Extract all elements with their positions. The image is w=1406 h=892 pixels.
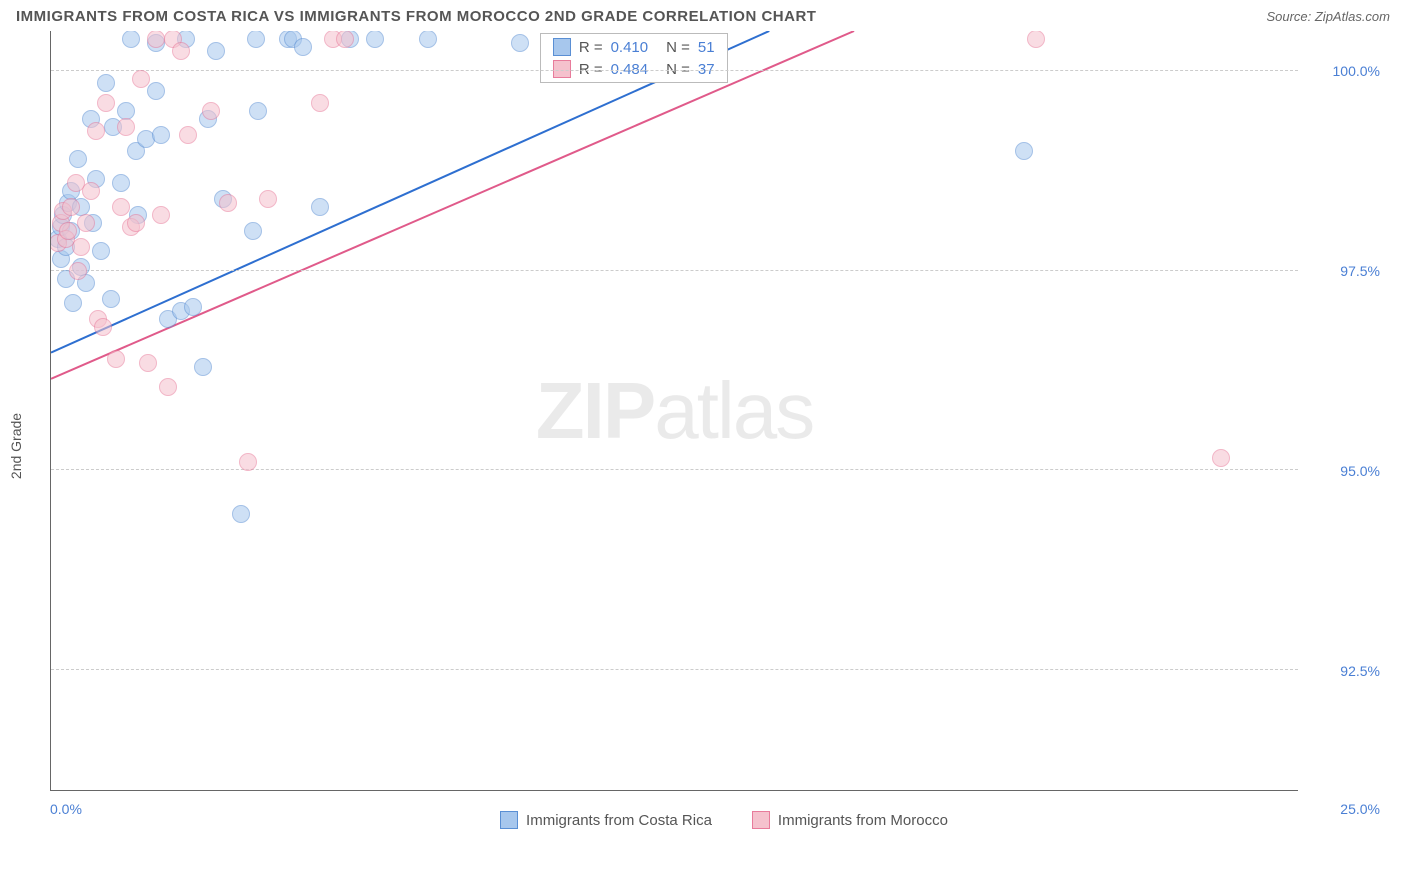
gridline — [51, 270, 1298, 271]
chart-header: IMMIGRANTS FROM COSTA RICA VS IMMIGRANTS… — [0, 0, 1406, 31]
data-point-morocco — [94, 318, 112, 336]
y-tick-label: 97.5% — [1340, 263, 1380, 279]
swatch-morocco — [752, 811, 770, 829]
data-point-morocco — [82, 182, 100, 200]
swatch-costa_rica — [553, 38, 571, 56]
data-point-costa_rica — [147, 82, 165, 100]
source-attribution: Source: ZipAtlas.com — [1266, 9, 1390, 24]
data-point-morocco — [117, 118, 135, 136]
data-point-morocco — [311, 94, 329, 112]
data-point-costa_rica — [511, 34, 529, 52]
data-point-morocco — [219, 194, 237, 212]
data-point-morocco — [69, 262, 87, 280]
watermark: ZIPatlas — [536, 365, 813, 457]
data-point-costa_rica — [184, 298, 202, 316]
data-point-costa_rica — [152, 126, 170, 144]
swatch-costa_rica — [500, 811, 518, 829]
data-point-morocco — [259, 190, 277, 208]
data-point-costa_rica — [249, 102, 267, 120]
legend-item-costa_rica: Immigrants from Costa Rica — [500, 811, 712, 829]
data-point-morocco — [59, 222, 77, 240]
data-point-costa_rica — [102, 290, 120, 308]
y-axis-label: 2nd Grade — [8, 413, 24, 479]
data-point-morocco — [1212, 449, 1230, 467]
series-legend: Immigrants from Costa Rica Immigrants fro… — [50, 811, 1398, 829]
data-point-morocco — [132, 70, 150, 88]
chart-title: IMMIGRANTS FROM COSTA RICA VS IMMIGRANTS… — [16, 8, 816, 25]
legend-item-morocco: Immigrants from Morocco — [752, 811, 948, 829]
plot-area: ZIPatlas R =0.410N =51R =0.484N =37 — [50, 31, 1298, 791]
legend-label: Immigrants from Morocco — [778, 812, 948, 829]
data-point-morocco — [239, 453, 257, 471]
y-tick-label: 92.5% — [1340, 663, 1380, 679]
stats-box: R =0.410N =51R =0.484N =37 — [540, 33, 728, 83]
data-point-morocco — [62, 198, 80, 216]
data-point-costa_rica — [64, 294, 82, 312]
data-point-morocco — [112, 198, 130, 216]
data-point-costa_rica — [92, 242, 110, 260]
gridline — [51, 70, 1298, 71]
stats-row-costa_rica: R =0.410N =51 — [541, 36, 727, 58]
chart-area: ZIPatlas R =0.410N =51R =0.484N =37 92.5… — [50, 31, 1398, 821]
y-tick-label: 100.0% — [1333, 63, 1380, 79]
y-tick-label: 95.0% — [1340, 463, 1380, 479]
data-point-morocco — [107, 350, 125, 368]
y-tick-labels: 92.5% 95.0% 97.5% 100.0% — [1298, 31, 1398, 791]
data-point-costa_rica — [122, 31, 140, 48]
data-point-morocco — [159, 378, 177, 396]
data-point-costa_rica — [311, 198, 329, 216]
data-point-costa_rica — [194, 358, 212, 376]
gridline — [51, 469, 1298, 470]
data-point-costa_rica — [69, 150, 87, 168]
legend-label: Immigrants from Costa Rica — [526, 812, 712, 829]
data-point-costa_rica — [244, 222, 262, 240]
data-point-morocco — [179, 126, 197, 144]
data-point-costa_rica — [247, 31, 265, 48]
data-point-costa_rica — [112, 174, 130, 192]
gridline — [51, 669, 1298, 670]
data-point-morocco — [127, 214, 145, 232]
trend-lines — [51, 31, 1298, 791]
data-point-costa_rica — [1015, 142, 1033, 160]
data-point-costa_rica — [207, 42, 225, 60]
data-point-costa_rica — [366, 31, 384, 48]
data-point-morocco — [152, 206, 170, 224]
data-point-costa_rica — [294, 38, 312, 56]
data-point-costa_rica — [419, 31, 437, 48]
data-point-morocco — [172, 42, 190, 60]
data-point-costa_rica — [97, 74, 115, 92]
data-point-morocco — [1027, 31, 1045, 48]
data-point-costa_rica — [232, 505, 250, 523]
data-point-morocco — [139, 354, 157, 372]
data-point-morocco — [87, 122, 105, 140]
data-point-morocco — [202, 102, 220, 120]
data-point-morocco — [97, 94, 115, 112]
data-point-morocco — [77, 214, 95, 232]
data-point-morocco — [72, 238, 90, 256]
